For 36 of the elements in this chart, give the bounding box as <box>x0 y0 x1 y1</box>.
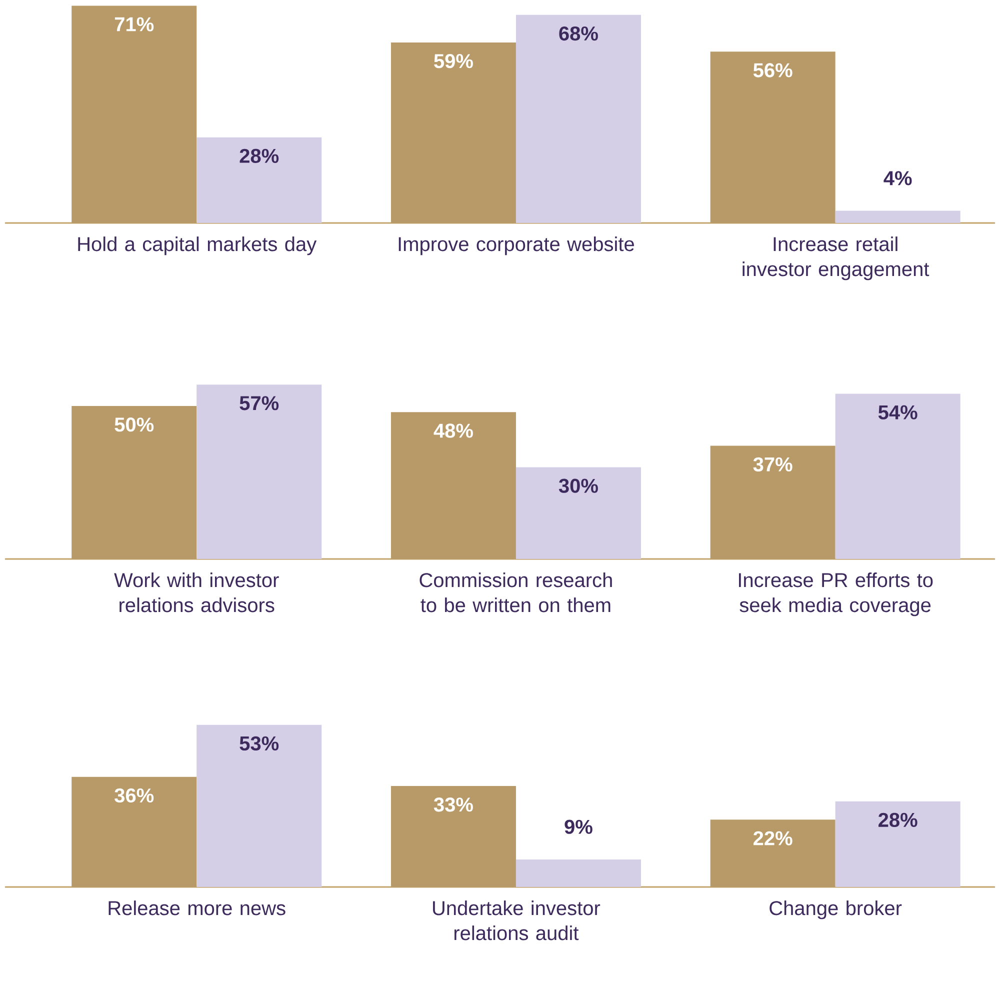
bar <box>196 384 322 559</box>
data-label: 59% <box>434 54 473 68</box>
data-label: 50% <box>114 418 154 432</box>
x-tick-label: Increase PR efforts to seek media coverage <box>738 572 933 616</box>
data-label: 28% <box>878 812 918 828</box>
bar <box>835 210 960 223</box>
bar <box>835 801 960 887</box>
x-tick-label: Undertake investor relations audit <box>433 900 600 940</box>
x-tick-label: Commission research to be written on them <box>420 572 612 612</box>
data-label: 30% <box>558 478 598 493</box>
bar <box>196 724 322 887</box>
data-label: 4% <box>884 171 912 186</box>
data-label: 28% <box>240 148 279 163</box>
bar <box>516 14 641 223</box>
x-tick-label: Improve corporate website <box>398 236 634 256</box>
x-tick-label: Work with investor relations advisors <box>114 572 279 612</box>
data-label: 71% <box>114 17 154 32</box>
bar <box>196 137 322 223</box>
bar <box>516 859 641 887</box>
data-label: 22% <box>754 831 792 846</box>
data-label: 9% <box>564 820 592 834</box>
bar <box>835 394 960 559</box>
x-tick-label: Change broker <box>770 900 902 920</box>
data-label: 54% <box>878 405 918 420</box>
bar <box>516 467 641 559</box>
data-label: 57% <box>240 396 279 410</box>
data-label: 56% <box>753 63 792 78</box>
x-tick-label: Release more news <box>108 900 286 916</box>
data-label: 48% <box>434 424 473 438</box>
data-label: 37% <box>753 457 792 472</box>
data-label: 68% <box>559 26 598 41</box>
data-label: 33% <box>434 798 473 812</box>
data-label: 53% <box>240 736 279 751</box>
x-tick-label: Hold a capital markets day <box>78 236 317 256</box>
x-tick-label: Increase retail investor engagement <box>742 236 930 280</box>
data-label: 36% <box>114 788 154 803</box>
